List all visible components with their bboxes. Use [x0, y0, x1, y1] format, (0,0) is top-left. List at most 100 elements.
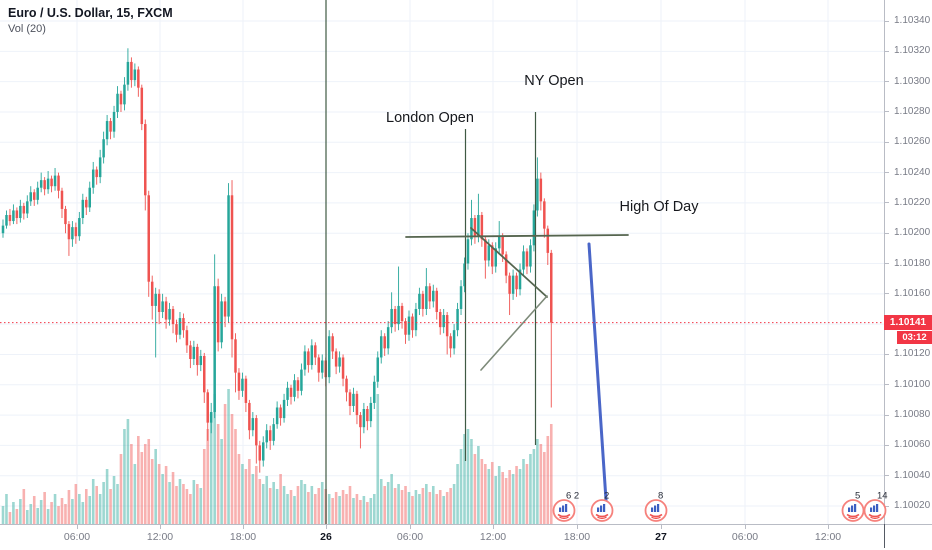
volume-bar — [244, 469, 248, 524]
candle-body — [393, 308, 397, 325]
volume-bar — [341, 490, 345, 524]
volume-bar — [300, 480, 303, 524]
volume-bar — [549, 424, 553, 524]
annotation-high-of-day[interactable]: High Of Day — [619, 199, 699, 215]
high-of-day-line[interactable] — [405, 234, 629, 238]
idea-marker-count: 5 — [855, 490, 861, 502]
candle-body — [85, 199, 88, 208]
idea-marker[interactable]: 5 — [841, 491, 865, 528]
projection-line[interactable] — [587, 242, 608, 502]
candle-body — [19, 205, 22, 219]
candle-body — [338, 357, 341, 367]
price-tick-label: 1.10160 — [885, 288, 932, 300]
volume-bar — [185, 489, 189, 524]
candle-body — [123, 84, 126, 105]
time-tick-label: 06:00 — [396, 531, 424, 543]
volume-bar — [275, 489, 279, 524]
candle-body — [425, 286, 428, 309]
volume-bar — [445, 492, 449, 524]
volume-bar — [452, 484, 456, 524]
volume-bar — [348, 486, 352, 524]
volume-bar — [428, 492, 432, 524]
volume-bar — [508, 470, 511, 524]
volume-bar — [411, 496, 414, 524]
volume-bar — [126, 419, 130, 524]
volume-bar — [518, 469, 522, 524]
price-tick-mark — [885, 172, 889, 174]
candle-body — [536, 178, 539, 211]
price-axis[interactable]: 1.10340 1.10320 1.10300 1.10280 1.10260 1.102… — [884, 0, 932, 524]
price-tick-mark — [885, 263, 889, 264]
price-tick-mark — [885, 50, 889, 52]
candle-body — [522, 251, 525, 270]
candle-body — [466, 239, 470, 264]
volume-bar — [150, 459, 154, 524]
volume-bar — [43, 492, 46, 524]
candle-body — [29, 192, 33, 202]
volume-bar — [525, 464, 529, 524]
volume-bar — [1, 506, 5, 524]
volume-bar — [376, 394, 380, 524]
candle-body — [8, 215, 12, 222]
volume-bar — [331, 498, 334, 524]
candle-body — [300, 369, 303, 391]
price-tick-label: 1.10100 — [885, 379, 932, 391]
volume-bar — [32, 496, 36, 524]
volume-bar — [272, 482, 275, 524]
volume-bar — [362, 496, 366, 524]
time-tick-label: 27 — [655, 531, 667, 543]
candle-body — [421, 293, 425, 309]
time-tick-label: 12:00 — [814, 531, 842, 543]
candle-body — [248, 402, 251, 431]
candlestick-chart[interactable] — [0, 0, 884, 524]
volume-bar — [140, 452, 144, 524]
chart-canvas[interactable]: Euro / U.S. Dollar, 15, FXCM Vol (20) Lo… — [0, 0, 888, 524]
volume-bar — [182, 484, 185, 524]
volume-bar — [345, 494, 348, 524]
candle-body — [265, 430, 268, 443]
wedge-lower-line[interactable] — [480, 295, 548, 371]
candle-body — [282, 399, 286, 419]
volume-bar — [199, 488, 203, 524]
price-tick-label: 1.10320 — [885, 45, 932, 57]
price-tick-mark — [885, 202, 889, 204]
candle-body — [515, 275, 518, 290]
symbol-title[interactable]: Euro / U.S. Dollar, 15, FXCM — [8, 6, 173, 20]
candle-body — [348, 392, 352, 406]
candle-body — [494, 248, 497, 267]
volume-bar — [91, 479, 95, 524]
idea-marker[interactable]: 14 — [863, 491, 888, 528]
volume-bar — [64, 504, 67, 524]
volume-bar — [303, 484, 307, 524]
price-tick-label: 1.10300 — [885, 76, 932, 88]
wedge-upper-line[interactable] — [470, 227, 548, 298]
candle-body — [46, 178, 50, 190]
candle-body — [144, 124, 147, 196]
price-tick-label: 1.10260 — [885, 136, 932, 148]
volume-bar — [317, 488, 321, 524]
candle-body — [386, 327, 390, 349]
time-tick-mark — [661, 525, 662, 529]
candle-body — [64, 208, 67, 225]
price-tick-mark — [885, 111, 889, 113]
idea-marker[interactable]: 8 — [644, 491, 668, 528]
time-axis[interactable]: 06:00 12:00 18:00 26 06:00 12:00 18:00 27 06:00 1… — [0, 524, 932, 550]
candle-body — [373, 381, 376, 403]
volume-bar — [15, 509, 19, 524]
annotation-ny-open[interactable]: NY Open — [524, 73, 584, 89]
candle-body — [164, 301, 168, 320]
volume-bar — [46, 509, 50, 524]
candle-body — [452, 330, 456, 349]
candle-body — [78, 218, 81, 237]
price-tick-mark — [885, 353, 889, 355]
volume-bar — [164, 466, 168, 524]
idea-marker[interactable]: 6 2 — [552, 491, 579, 528]
volume-bar — [209, 414, 213, 524]
volume-bar — [95, 486, 98, 524]
candle-body — [53, 175, 57, 187]
volume-indicator-label[interactable]: Vol (20) — [8, 23, 46, 35]
annotation-london-open[interactable]: London Open — [386, 110, 474, 126]
volume-bar — [393, 488, 397, 524]
idea-marker[interactable]: 2 — [590, 491, 614, 528]
